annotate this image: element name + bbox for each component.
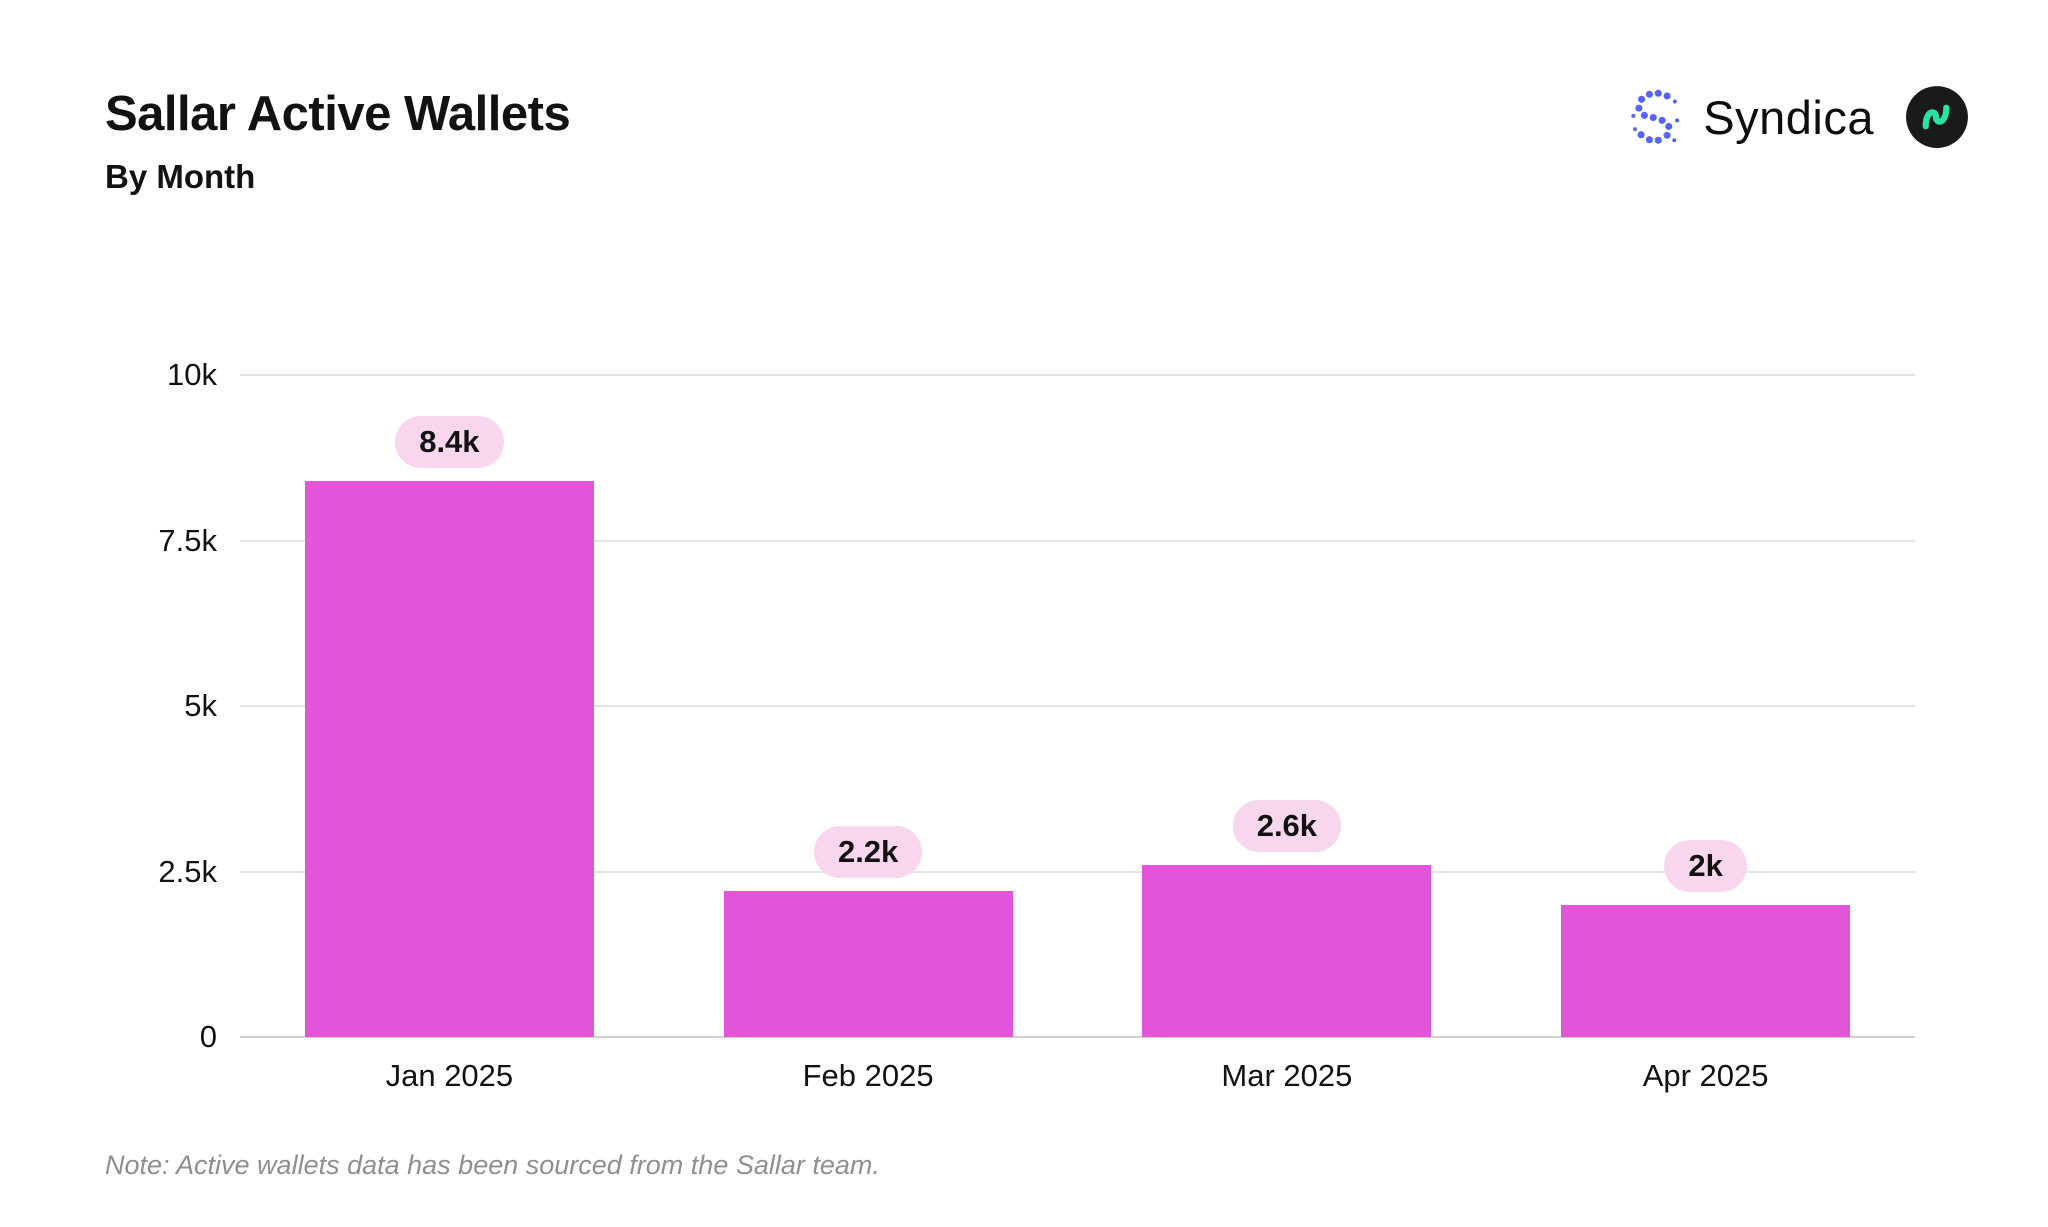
- bar-slot: 8.4k: [240, 375, 659, 1037]
- brand-area: Syndica: [1625, 84, 1970, 150]
- bar-slot: 2.2k: [659, 375, 1078, 1037]
- source-note: Note: Active wallets data has been sourc…: [105, 1150, 880, 1180]
- x-axis-tick-label: Mar 2025: [1221, 1058, 1353, 1093]
- y-axis-tick-label: 2.5k: [158, 853, 217, 889]
- bar-slot: 2k: [1496, 375, 1915, 1037]
- y-axis-tick-label: 7.5k: [158, 522, 217, 558]
- bar-value-label: 8.4k: [395, 415, 504, 468]
- syndica-logo-icon: [1625, 86, 1687, 148]
- brand-name: Syndica: [1703, 90, 1874, 144]
- bar-value-label: 2.2k: [813, 826, 923, 879]
- page-subtitle: By Month: [105, 158, 256, 195]
- gridline: [240, 539, 1915, 542]
- gridline: [240, 1036, 1915, 1038]
- x-axis-tick-label: Feb 2025: [802, 1058, 934, 1093]
- bar-chart: 8.4k 2.2k 2.6k 2k: [240, 374, 1915, 1038]
- x-axis: Jan 2025 Feb 2025 Mar 2025 Apr 2025: [240, 1058, 1915, 1094]
- sallar-logo-icon: [1904, 84, 1970, 150]
- x-axis-tick-label: Apr 2025: [1642, 1058, 1769, 1093]
- y-axis: 0 2.5k 5k 7.5k 10k: [105, 357, 217, 1054]
- bar-apr-2025: [1561, 904, 1851, 1037]
- gridline: [240, 870, 1915, 873]
- title-block: Sallar Active Wallets By Month: [105, 86, 571, 196]
- y-axis-tick-label: 10k: [167, 357, 217, 392]
- bar-jan-2025: [304, 480, 594, 1037]
- bar-value-label: 2.6k: [1232, 799, 1342, 852]
- bar-feb-2025: [723, 891, 1013, 1037]
- gridline: [240, 705, 1915, 707]
- page-title: Sallar Active Wallets: [105, 87, 571, 141]
- bar-value-label: 2k: [1664, 839, 1747, 892]
- gridline: [240, 374, 1915, 376]
- bars-area: 8.4k 2.2k 2.6k 2k: [240, 375, 1915, 1037]
- bar-mar-2025: [1142, 864, 1432, 1037]
- y-axis-tick-label: 0: [199, 1019, 217, 1054]
- bar-slot: 2.6k: [1078, 375, 1497, 1037]
- y-axis-tick-label: 5k: [184, 688, 217, 723]
- x-axis-tick-label: Jan 2025: [385, 1058, 514, 1093]
